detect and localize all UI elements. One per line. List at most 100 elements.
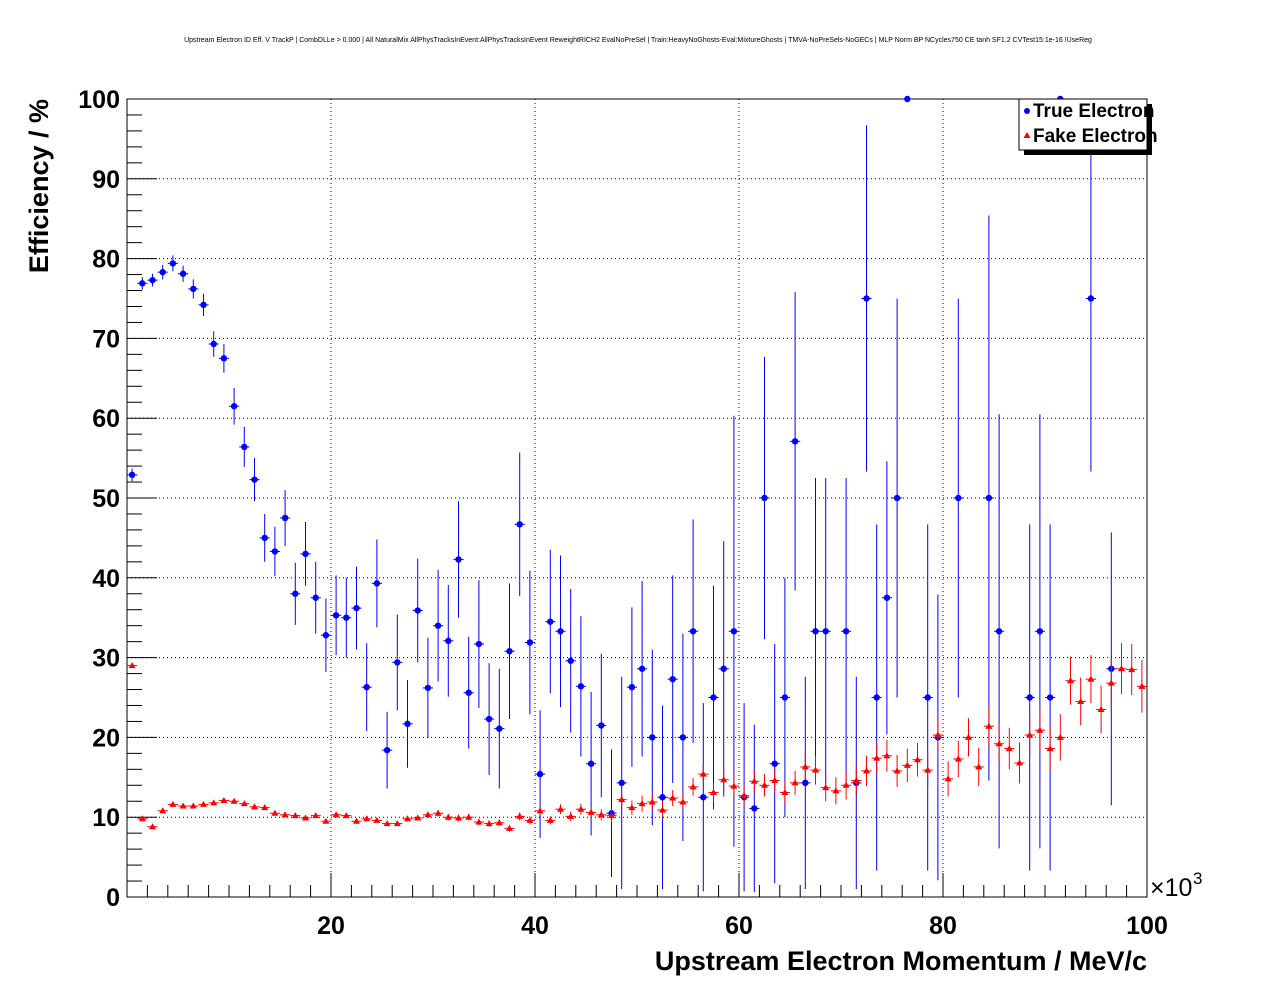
data-point-fake	[1085, 655, 1096, 704]
data-point-true	[861, 125, 872, 472]
marker-circle	[506, 648, 513, 655]
data-point-fake	[953, 740, 964, 778]
marker-triangle	[883, 752, 891, 759]
marker-circle	[710, 694, 717, 701]
data-point-true	[157, 264, 168, 280]
marker-circle	[689, 628, 697, 635]
marker-triangle	[587, 808, 595, 815]
marker-triangle	[220, 796, 228, 803]
marker-triangle	[669, 794, 677, 801]
data-point-true	[229, 387, 240, 425]
data-point-true	[892, 298, 903, 698]
data-point-true	[280, 490, 291, 546]
data-point-fake	[433, 809, 444, 817]
y-tick-label: 70	[92, 325, 120, 353]
data-point-true	[269, 526, 280, 577]
data-point-fake	[463, 813, 474, 821]
marker-triangle	[455, 814, 462, 821]
marker-circle	[404, 720, 411, 728]
data-point-fake	[810, 756, 821, 784]
marker-triangle	[761, 781, 768, 788]
data-point-true	[259, 513, 270, 562]
data-point-fake	[300, 814, 311, 821]
data-point-fake	[1055, 714, 1066, 761]
data-point-true	[728, 415, 739, 847]
data-point-fake	[1126, 644, 1137, 696]
data-point-fake	[841, 770, 852, 800]
marker-triangle	[414, 814, 422, 821]
data-point-true	[494, 668, 505, 789]
marker-triangle	[506, 824, 513, 831]
marker-circle	[781, 694, 789, 701]
data-point-fake	[249, 803, 260, 810]
data-point-true	[983, 215, 994, 781]
marker-triangle	[393, 820, 401, 827]
marker-triangle	[863, 767, 870, 774]
data-point-true	[484, 663, 495, 775]
data-point-true	[198, 293, 209, 317]
marker-triangle	[944, 775, 952, 782]
marker-triangle	[526, 816, 534, 823]
data-point-fake	[453, 814, 464, 822]
data-point-true	[759, 356, 770, 640]
marker-circle	[179, 270, 187, 277]
marker-triangle	[240, 800, 248, 807]
marker-triangle	[383, 820, 391, 827]
data-point-fake	[484, 820, 495, 827]
data-point-true	[749, 724, 760, 893]
data-point-true	[657, 705, 668, 890]
data-point-fake	[402, 815, 413, 822]
marker-circle	[312, 594, 319, 601]
data-point-true	[504, 583, 515, 720]
marker-triangle	[444, 813, 452, 820]
data-point-true	[994, 414, 1005, 849]
legend-marker-true-electron	[1024, 108, 1030, 114]
data-point-fake	[371, 816, 382, 823]
marker-triangle	[710, 788, 717, 795]
data-point-fake	[535, 806, 546, 815]
marker-circle	[455, 556, 462, 563]
marker-triangle	[1077, 697, 1085, 704]
marker-triangle	[832, 787, 840, 794]
data-point-true	[178, 265, 189, 282]
marker-triangle	[210, 799, 218, 806]
marker-circle	[557, 628, 564, 635]
data-point-fake	[922, 752, 933, 788]
data-point-fake	[759, 774, 770, 797]
marker-triangle	[230, 797, 238, 804]
marker-circle	[394, 659, 401, 666]
data-point-fake	[341, 812, 352, 819]
data-point-fake	[524, 816, 535, 825]
marker-triangle	[485, 820, 493, 827]
marker-triangle	[495, 819, 503, 826]
data-point-fake	[555, 804, 566, 815]
data-point-true	[575, 616, 586, 757]
marker-circle	[649, 734, 656, 741]
marker-triangle	[689, 783, 697, 790]
marker-circle	[363, 683, 370, 691]
marker-circle	[751, 805, 758, 812]
marker-triangle	[1138, 682, 1146, 689]
marker-triangle	[373, 816, 381, 823]
marker-triangle	[822, 784, 830, 791]
marker-circle	[516, 521, 523, 528]
data-point-fake	[178, 802, 189, 809]
data-point-fake	[902, 748, 913, 783]
data-point-fake	[749, 770, 760, 793]
data-point-true	[249, 458, 260, 502]
data-point-fake	[606, 809, 617, 822]
data-point-fake	[1116, 643, 1127, 695]
data-point-true	[127, 468, 138, 482]
x-multiplier-base: ×10	[1150, 874, 1192, 902]
marker-triangle	[281, 811, 289, 818]
marker-triangle	[404, 815, 411, 822]
marker-triangle	[159, 807, 167, 814]
marker-triangle	[618, 796, 626, 803]
data-point-fake	[667, 790, 678, 807]
x-multiplier-exponent: 3	[1193, 869, 1202, 888]
data-point-fake	[331, 811, 342, 818]
data-point-true	[565, 588, 576, 733]
marker-circle	[496, 725, 503, 732]
data-point-fake	[504, 824, 515, 832]
marker-circle	[1087, 295, 1095, 302]
